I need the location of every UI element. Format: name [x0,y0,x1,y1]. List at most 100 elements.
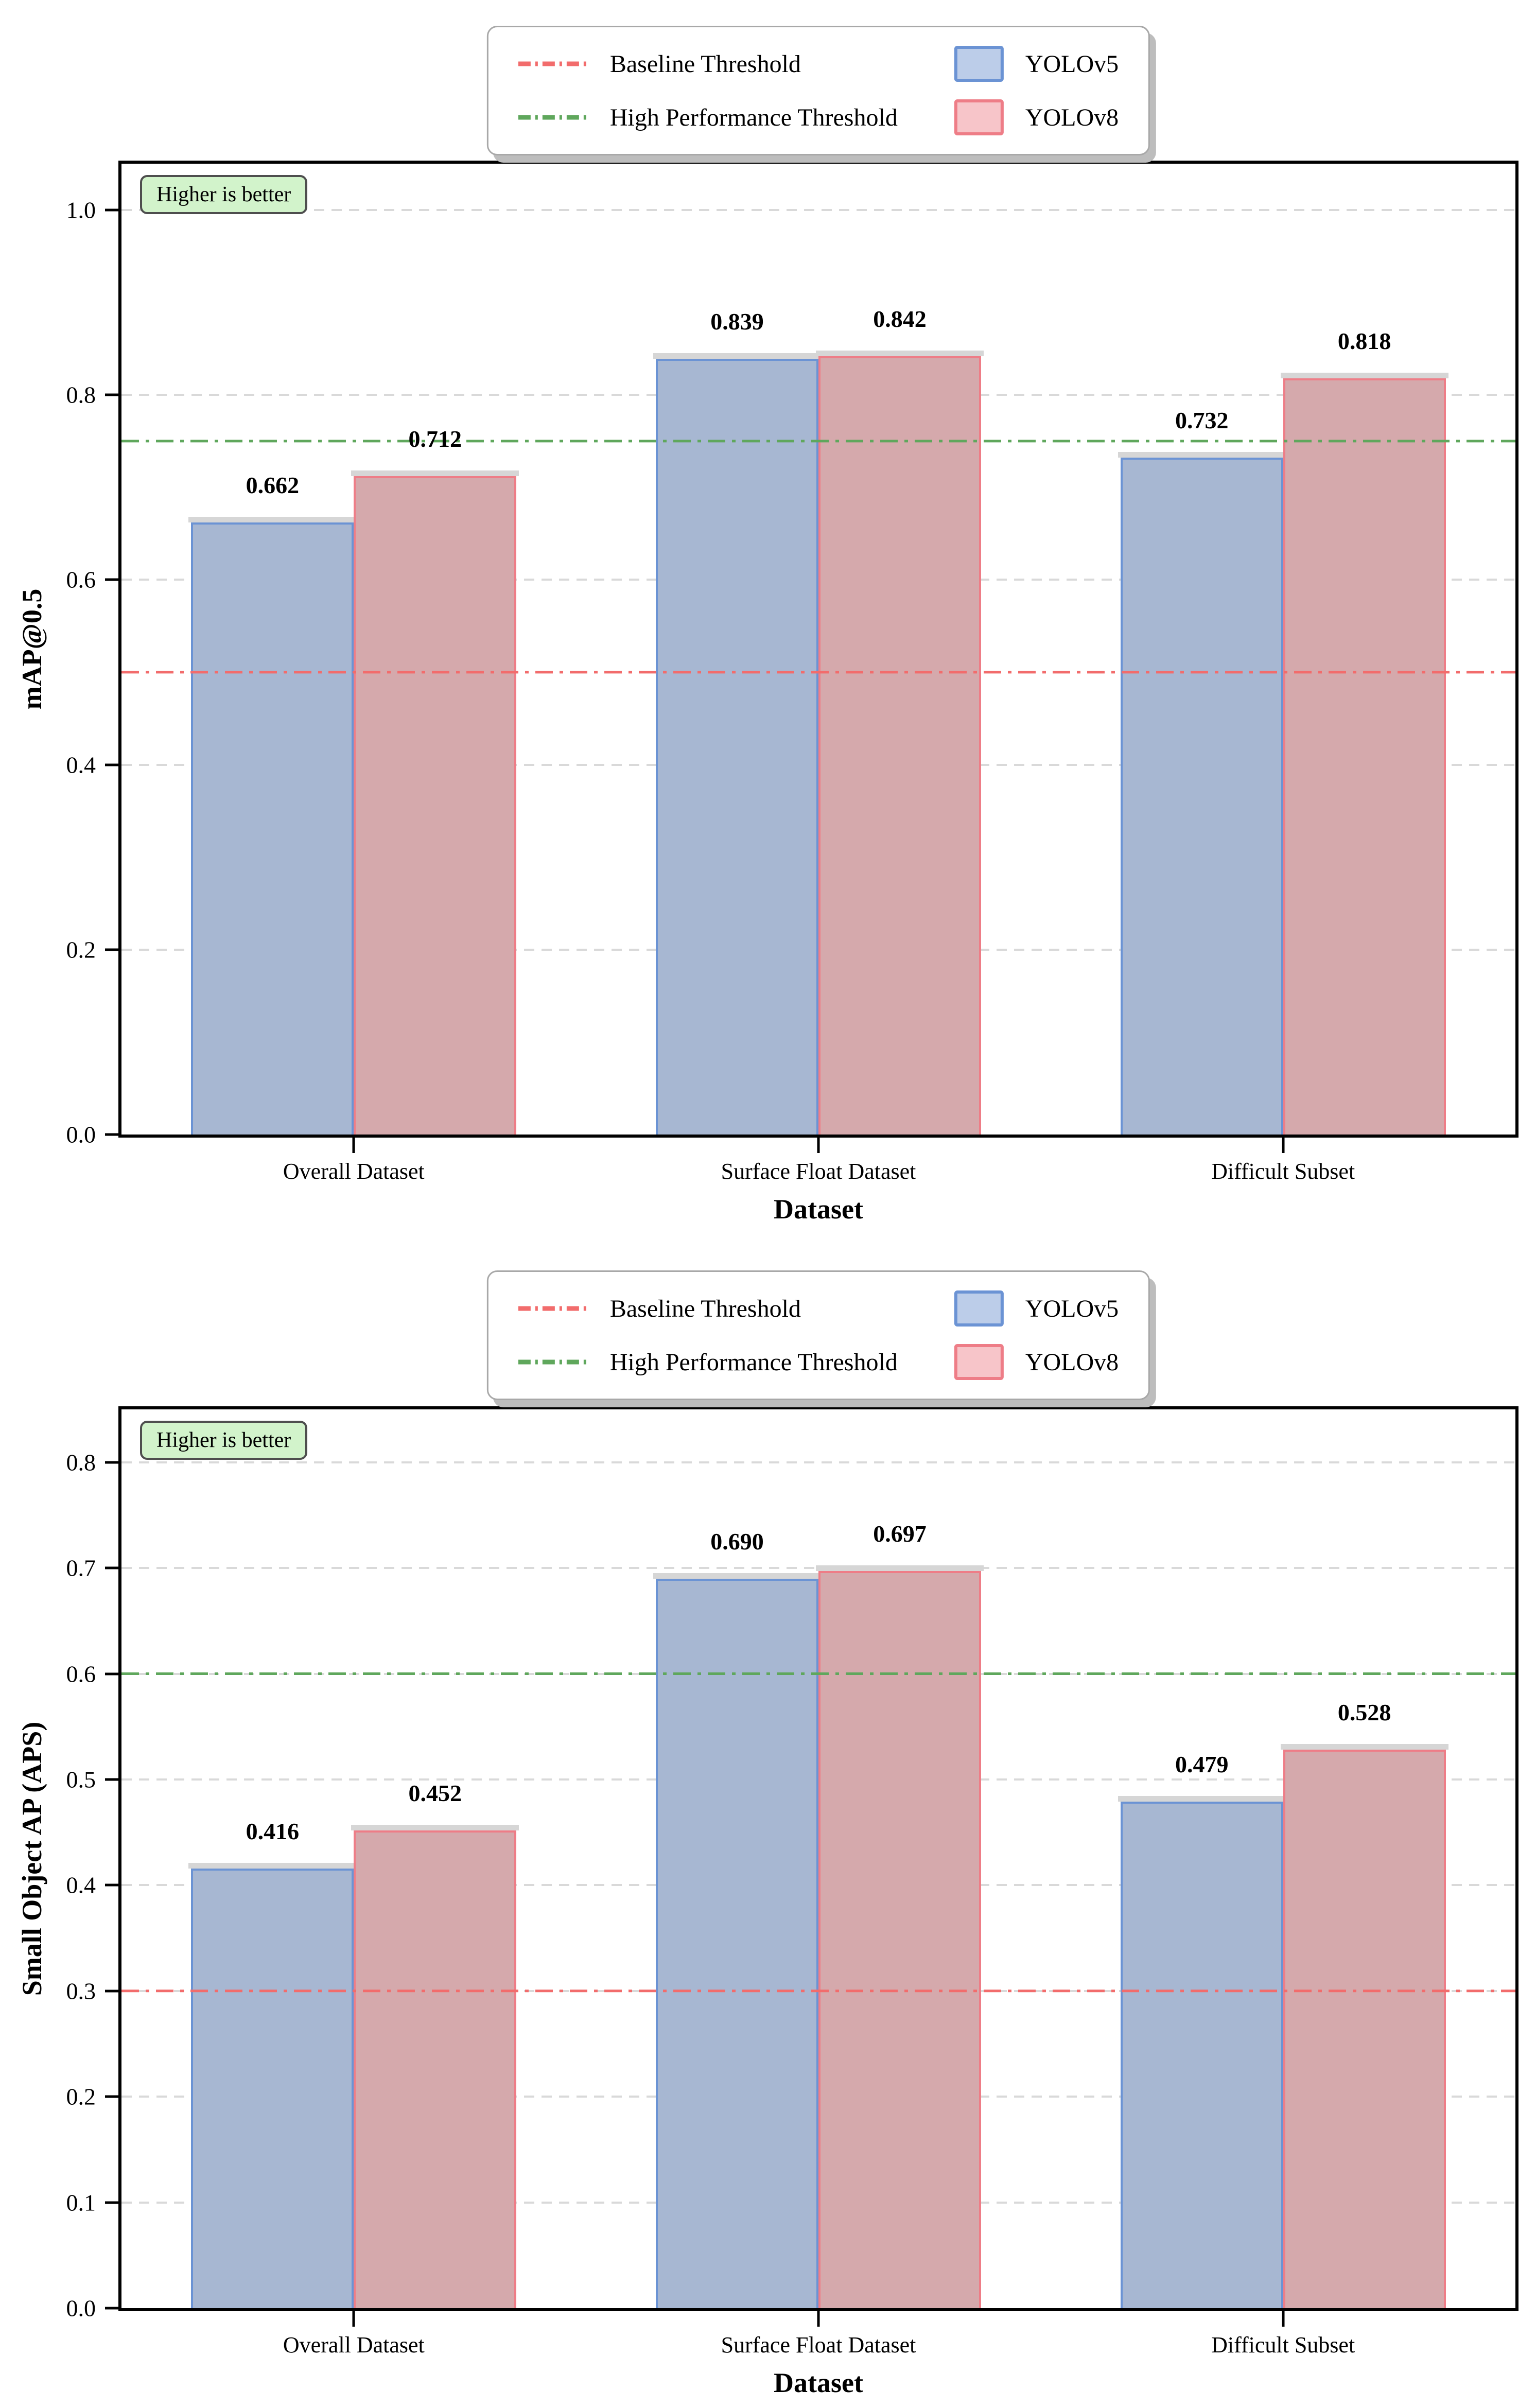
y-tick-label: 0.1 [66,2189,96,2216]
bar-value-label: 0.452 [408,1779,462,1806]
bar-value-label: 0.528 [1337,1699,1391,1726]
y-axis-label-bottom: Small Object AP (APS) [16,1721,47,1996]
y-tick-label: 0.7 [66,1555,96,1581]
threshold-lines [121,440,1515,674]
threshold-lines [121,1672,1515,1993]
x-tick-mark [352,2311,355,2327]
bar-shadow [1118,1796,1286,1802]
y-tick-mark [105,2307,118,2310]
legend-item-baseline: Baseline Threshold [518,1295,898,1323]
bar-yolov8-difficult-subset [1280,1744,1448,2308]
legend-yolov5-label: YOLOv5 [1025,50,1119,78]
y-tick-label: 0.4 [66,752,96,778]
bar-value-label: 0.416 [246,1818,300,1844]
x-tick-label: Overall Dataset [283,1159,425,1184]
y-tick-mark [105,2095,118,2098]
legend-item-yolov5: YOLOv5 [954,1290,1119,1327]
y-tick-label: 0.6 [66,566,96,593]
legend-yolov8-label: YOLOv8 [1025,1348,1119,1376]
y-tick-mark [105,1990,118,1993]
legend-high-performance-label: High Performance Threshold [609,1348,898,1376]
small-object-ap-bar-chart: Higher is better 0.0 0.1 0.2 0.3 0.4 0.5 0.6 0.… [66,1406,1518,2358]
x-tick-label: Difficult Subset [1211,2332,1355,2358]
bar-shadow [816,1565,984,1572]
bar-shadow [188,516,357,522]
y-tick-label: 0.0 [66,1121,96,1148]
y-tick-mark [105,1133,118,1136]
bar-shadow [1280,372,1448,378]
bar-yolov5-surface-float-dataset [653,1573,821,2308]
legend-item-yolov5: YOLOv5 [954,46,1119,82]
legend-high-performance-label: High Performance Threshold [609,103,898,131]
y-tick-mark [105,393,118,396]
high-performance-threshold-line-swatch [518,115,588,120]
y-tick-label: 0.8 [66,1449,96,1476]
bar-yolov8-surface-float-dataset [816,1565,984,2308]
x-tick-mark [817,1138,820,1153]
bar-shadow [351,470,519,477]
bar-value-label: 0.732 [1175,407,1229,434]
bar-yolov5-difficult-subset [1118,452,1286,1135]
legend-item-yolov8: YOLOv8 [954,99,1119,135]
x-axis-label-top: Dataset [774,1194,863,1225]
y-tick-mark [105,1883,118,1887]
bar-value-label: 0.690 [710,1528,764,1555]
bar-value-label: 0.662 [246,472,300,498]
y-tick-mark [105,1461,118,1464]
yolov5-color-swatch [954,1290,1004,1327]
x-tick-mark [1282,2311,1285,2327]
legend-baseline-label: Baseline Threshold [609,50,801,78]
x-tick-mark [352,1138,355,1153]
legend-yolov8-label: YOLOv8 [1025,103,1119,131]
yolov8-color-swatch [954,1344,1004,1380]
bar-value-label: 0.842 [873,305,927,332]
higher-is-better-badge: Higher is better [140,1421,308,1460]
x-axis-label-bottom: Dataset [774,2367,863,2398]
bar-value-label: 0.479 [1175,1751,1229,1778]
x-tick-label: Difficult Subset [1211,1159,1355,1184]
x-tick-label: Overall Dataset [283,2332,425,2358]
baseline-threshold-line-swatch [518,1306,588,1311]
bar-shadow [653,1573,821,1579]
bar-yolov5-overall-dataset [188,1862,357,2308]
legend-item-yolov8: YOLOv8 [954,1344,1119,1380]
x-tick-mark [1282,1138,1285,1153]
gridline [121,1461,1515,1463]
y-tick-mark [105,763,118,766]
high-performance-threshold-line-swatch [518,1359,588,1365]
y-tick-label: 1.0 [66,197,96,223]
legend-bottom: Baseline Threshold YOLOv5 High Performan… [486,1270,1150,1400]
yolov8-color-swatch [954,99,1004,135]
y-tick-mark [105,578,118,581]
y-axis-label-top: mAP@0.5 [16,588,47,710]
y-tick-label: 0.0 [66,2295,96,2322]
y-tick-label: 0.2 [66,2083,96,2110]
legend-item-high-performance: High Performance Threshold [518,1348,898,1376]
y-tick-label: 0.6 [66,1661,96,1687]
yolov5-color-swatch [954,46,1004,82]
x-tick-label: Surface Float Dataset [721,2332,916,2358]
bar-yolov8-overall-dataset [351,470,519,1135]
y-tick-mark [105,1566,118,1569]
y-tick-label: 0.5 [66,1766,96,1793]
x-tick-label: Surface Float Dataset [721,1159,916,1184]
y-tick-mark [105,1672,118,1676]
gridline [121,208,1515,211]
legend-item-baseline: Baseline Threshold [518,50,898,78]
bar-value-label: 0.839 [710,308,764,335]
y-tick-label: 0.8 [66,381,96,408]
bar-shadow [816,350,984,356]
bar-shadow [1280,1744,1448,1750]
bar-yolov5-overall-dataset [188,516,357,1135]
baseline-threshold-line-swatch [518,61,588,66]
legend-top: Baseline Threshold YOLOv5 High Performan… [486,26,1150,155]
map05-bar-chart: Higher is better 0.0 0.2 0.4 0.6 0.8 1.0 Overa… [66,161,1518,1184]
bar-value-label: 0.697 [873,1521,927,1547]
y-tick-mark [105,1778,118,1781]
legend-yolov5-label: YOLOv5 [1025,1295,1119,1322]
bar-shadow [351,1824,519,1830]
x-tick-mark [817,2311,820,2327]
bar-shadow [188,1862,357,1869]
legend-baseline-label: Baseline Threshold [609,1295,801,1322]
